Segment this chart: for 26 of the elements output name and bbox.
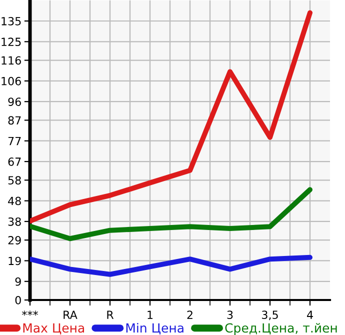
y-tick-label: 38 [8,217,21,226]
y-tick-label: 96 [8,98,21,106]
x-tick-label: 4 [307,310,313,319]
y-tick-label: 77 [8,136,21,146]
legend-label: Min Цена [126,322,184,334]
legend-label: Max Цена [23,323,84,334]
y-tick-label: 19 [8,256,21,266]
y-tick-label: 125 [2,38,21,46]
y-tick-label: 48 [8,196,21,206]
x-tick-label: R [107,310,114,319]
x-tick-label: 2 [187,310,192,319]
x-tick-label: *** [22,310,38,316]
y-tick-label: 0 [15,296,21,304]
legend-label: Сред.Цена, т.йен [225,323,337,335]
x-tick-label: 1 [148,310,153,319]
y-tick-label: 106 [2,76,21,86]
y-tick-label: 87 [8,116,21,125]
y-tick-label: 116 [2,56,21,65]
x-tick-label: RA [64,310,78,319]
y-tick-label: 29 [8,236,21,244]
x-tick-label: 3 [227,310,233,320]
y-tick-label: 67 [8,158,21,166]
y-tick-label: 9 [15,277,21,286]
y-tick-label: 58 [8,176,21,185]
x-tick-label: 3,5 [262,310,278,320]
y-tick-label: 135 [2,16,21,26]
